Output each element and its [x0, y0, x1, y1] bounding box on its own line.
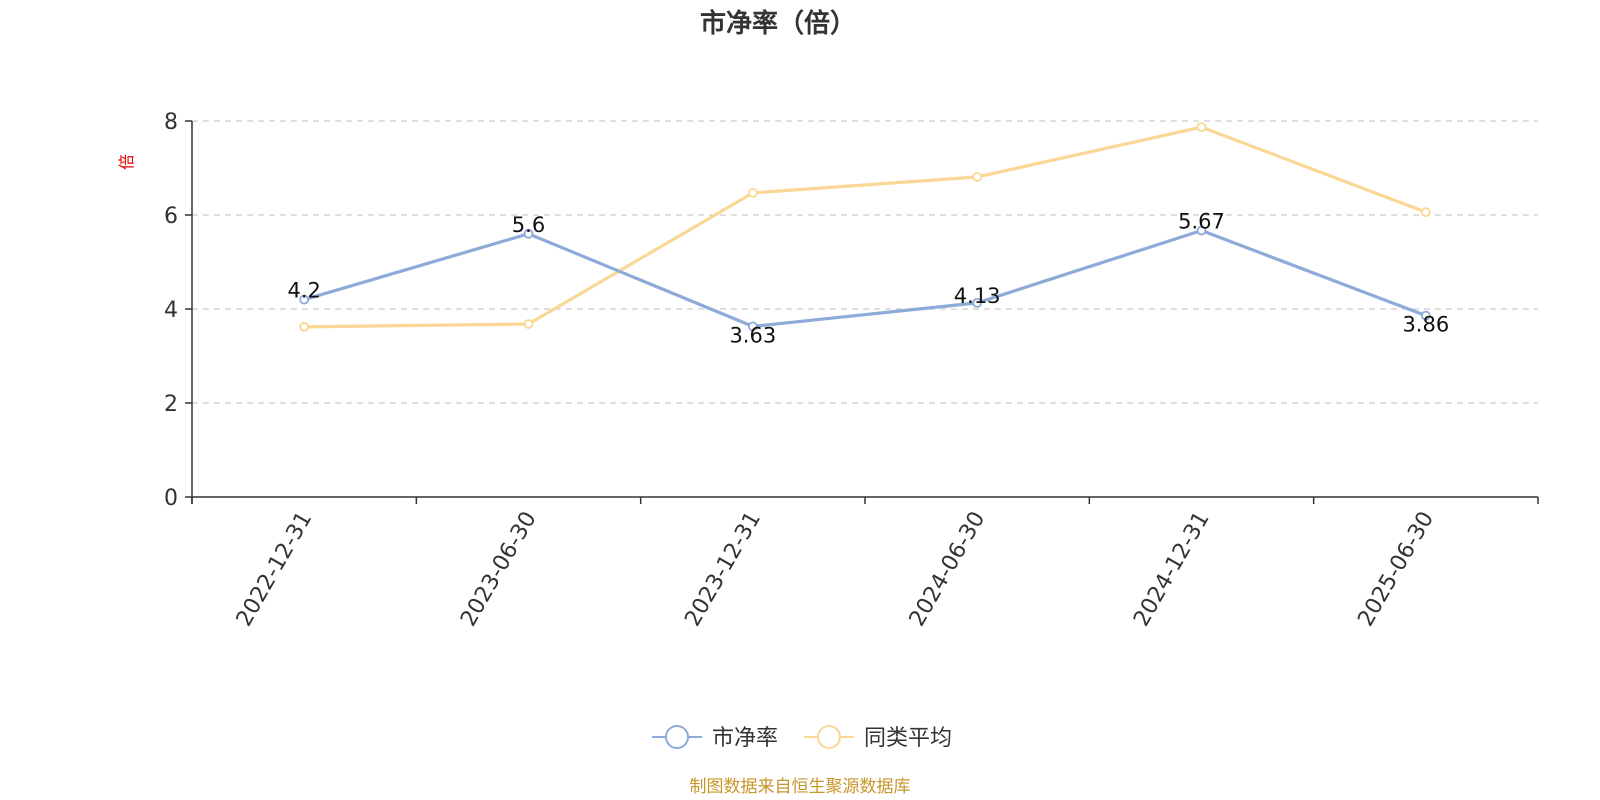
data-label: 5.67 [1178, 210, 1225, 234]
legend-marker[interactable] [817, 725, 841, 749]
legend-label[interactable]: 市净率 [712, 726, 778, 751]
legend-label[interactable]: 同类平均 [864, 726, 952, 751]
y-tick-label: 4 [164, 298, 178, 323]
x-tick-label: 2024-12-31 [1129, 508, 1215, 631]
legend-marker[interactable] [665, 725, 689, 749]
data-label: 4.13 [954, 284, 1001, 308]
data-label: 5.6 [512, 213, 545, 237]
data-point[interactable] [1420, 207, 1431, 218]
x-tick-label: 2022-12-31 [232, 508, 318, 631]
series-lines [299, 122, 1431, 332]
y-axis-label: 倍 [117, 154, 136, 170]
data-point[interactable] [1196, 122, 1207, 133]
data-point[interactable] [747, 188, 758, 198]
data-labels: 4.2 5.6 3.63 4.13 5.67 3.86 [287, 210, 1449, 348]
data-label: 3.63 [729, 323, 776, 347]
data-point[interactable] [299, 321, 310, 332]
x-tick-label: 2023-06-30 [456, 508, 542, 631]
data-point[interactable] [1420, 310, 1431, 321]
grid-lines [192, 120, 1538, 404]
y-tick-label: 2 [164, 392, 178, 417]
data-point[interactable] [523, 228, 534, 239]
legend[interactable]: 市净率 同类平均 [652, 725, 952, 751]
source-note: 制图数据来自恒生聚源数据库 [690, 777, 911, 797]
y-tick-label: 8 [164, 110, 178, 135]
series-line-0 [303, 228, 1427, 328]
x-tick-label: 2025-06-30 [1353, 508, 1439, 631]
data-point[interactable] [299, 294, 310, 305]
data-point[interactable] [972, 297, 983, 308]
data-point[interactable] [747, 321, 758, 332]
data-label: 4.2 [287, 279, 320, 303]
chart-title: 市净率（倍） [700, 8, 856, 39]
data-point[interactable] [523, 319, 534, 329]
series-line-1 [304, 125, 1427, 329]
x-tick-label: 2023-12-31 [680, 508, 766, 631]
y-tick-label: 6 [164, 204, 178, 229]
y-tick-label: 0 [164, 486, 178, 511]
data-point[interactable] [972, 172, 983, 182]
data-point[interactable] [1196, 225, 1207, 236]
x-tick-label: 2024-06-30 [905, 508, 991, 631]
axes: 0 2 4 6 8 2022-12-31 2023-06-30 2023-12-31 2024-… [164, 110, 1539, 631]
data-label: 3.86 [1402, 313, 1449, 337]
